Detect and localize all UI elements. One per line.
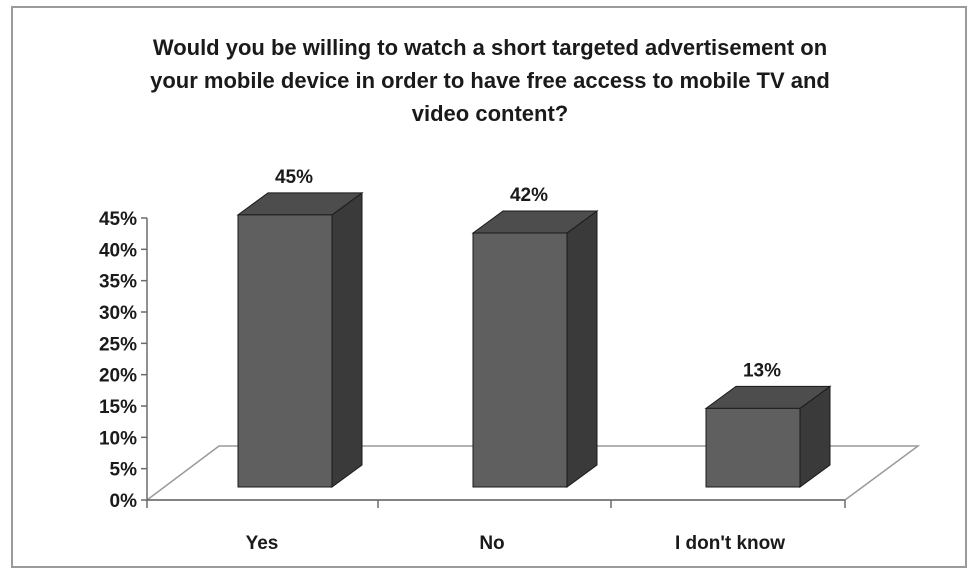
y-tick-label: 5% (110, 460, 138, 481)
y-tick-label: 20% (99, 366, 137, 387)
data-label: 42% (510, 185, 548, 206)
x-category-label: Yes (246, 533, 279, 554)
y-tick-label: 10% (99, 428, 137, 449)
y-tick-label: 30% (99, 303, 137, 324)
chart-title-line-1: Would you be willing to watch a short ta… (153, 35, 827, 60)
y-tick-label: 25% (99, 334, 137, 355)
bar-front-face (237, 214, 333, 488)
y-tick-label: 40% (99, 240, 137, 261)
data-labels: 45% 42% 13% (275, 167, 781, 382)
data-label: 13% (743, 360, 781, 381)
bars (236, 191, 832, 488)
bar (704, 385, 832, 488)
y-tick-label: 0% (110, 491, 138, 512)
x-category-label: I don't know (675, 533, 785, 554)
chart-title: Would you be willing to watch a short ta… (150, 35, 830, 126)
bar (471, 210, 599, 488)
bar-front-face (472, 232, 568, 488)
chart-title-line-2: your mobile device in order to have free… (150, 68, 830, 93)
x-axis: Yes No I don't know (146, 499, 846, 554)
y-tick-label: 45% (99, 209, 137, 230)
bar-side-face (566, 210, 598, 488)
y-tick-label: 35% (99, 272, 137, 293)
bar-front-face (705, 407, 801, 488)
chart-title-line-3: video content? (412, 101, 568, 126)
data-label: 45% (275, 167, 313, 188)
y-axis: 0% 5% 10% 15% 20% 25% 30% 35% 40% 45% (99, 209, 148, 512)
bar (236, 191, 364, 488)
y-tick-label: 15% (99, 397, 137, 418)
bar-side-face (331, 191, 363, 488)
x-category-label: No (479, 533, 504, 554)
